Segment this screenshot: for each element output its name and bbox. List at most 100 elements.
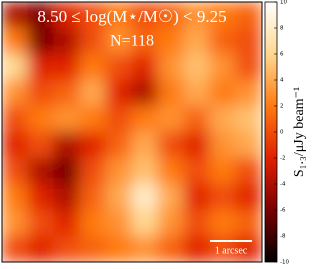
heat-cell (235, 105, 262, 133)
map (2, 2, 262, 262)
chart-title: 8.50 ≤ log(M⋆/M☉) < 9.25 (37, 7, 226, 26)
heat-cell (105, 27, 133, 55)
heat-cell (2, 131, 29, 159)
heat-cell (157, 183, 185, 211)
heat-cell (2, 209, 29, 237)
heat-cell (131, 157, 159, 185)
colorbar-tick-label: -8 (280, 234, 286, 240)
heat-cell (209, 53, 237, 81)
heat-cell (53, 183, 81, 211)
heat-cell (183, 2, 211, 29)
heat-cell (183, 79, 211, 107)
colorbar-label: S₁.₃/μJy beam⁻¹ (292, 87, 307, 177)
heat-cell (2, 53, 29, 81)
map-cells (2, 2, 262, 262)
heat-cell (157, 53, 185, 81)
heat-cell (131, 2, 159, 29)
heat-cell (209, 209, 237, 237)
heat-cell (27, 53, 55, 81)
heat-cell (235, 157, 262, 185)
heat-cell (79, 53, 107, 81)
heat-cell (53, 105, 81, 133)
heat-cell (53, 209, 81, 237)
heat-cell (105, 183, 133, 211)
heat-cell (105, 235, 133, 262)
colorbar-tick-label: 4 (280, 78, 284, 84)
heat-cell (79, 209, 107, 237)
heat-cell (235, 131, 262, 159)
heat-cell (183, 235, 211, 262)
colorbar-tick-label: -6 (280, 208, 286, 214)
heat-cell (183, 209, 211, 237)
heat-cell (157, 131, 185, 159)
heat-cell (79, 79, 107, 107)
heat-cell (2, 27, 29, 55)
heat-cell (53, 157, 81, 185)
heat-cell (157, 157, 185, 185)
heat-cell (53, 2, 81, 29)
colorbar-tick-label: 2 (280, 104, 284, 110)
colorbar-tick-label: -2 (280, 156, 285, 162)
heat-cell (53, 79, 81, 107)
heat-cell (105, 105, 133, 133)
heat-cell (131, 53, 159, 81)
heat-cell (2, 157, 29, 185)
heat-cell (79, 27, 107, 55)
heat-cell (27, 209, 55, 237)
heat-cell (131, 235, 159, 262)
heat-cell (209, 131, 237, 159)
heat-cell (27, 157, 55, 185)
heat-cell (235, 183, 262, 211)
heat-cell (105, 2, 133, 29)
heat-cell (209, 27, 237, 55)
heat-cell (27, 105, 55, 133)
heat-cell (131, 183, 159, 211)
heat-cell (2, 235, 29, 262)
heat-cell (209, 79, 237, 107)
heat-cell (2, 2, 29, 29)
colorbar-tick-label: -4 (280, 182, 286, 188)
heat-cell (27, 235, 55, 262)
heat-cell (235, 209, 262, 237)
heat-cell (157, 27, 185, 55)
heat-cell (105, 53, 133, 81)
heat-cell (157, 2, 185, 29)
heat-cell (157, 105, 185, 133)
heat-cell (27, 131, 55, 159)
heat-cell (27, 79, 55, 107)
heat-cell (105, 131, 133, 159)
heat-cell (209, 2, 237, 29)
heat-cell (131, 105, 159, 133)
heat-cell (209, 183, 237, 211)
heat-cell (183, 53, 211, 81)
heat-cell (79, 157, 107, 185)
heat-cell (79, 105, 107, 133)
heat-cell (235, 27, 262, 55)
heat-cell (105, 157, 133, 185)
heat-cell (27, 183, 55, 211)
heat-cell (53, 235, 81, 262)
heat-cell (53, 53, 81, 81)
colorbar-tick-label: 10 (280, 0, 287, 6)
heat-cell (27, 27, 55, 55)
colorbar-tick-label: 0 (280, 130, 284, 136)
chart-subtitle: N=118 (110, 33, 154, 50)
heat-cell (235, 79, 262, 107)
heat-cell (79, 235, 107, 262)
heat-cell (209, 105, 237, 133)
heat-cell (183, 27, 211, 55)
heat-cell (209, 157, 237, 185)
heat-cell (157, 79, 185, 107)
heat-cell (131, 79, 159, 107)
heat-cell (105, 79, 133, 107)
heat-cell (2, 183, 29, 211)
heat-cell (2, 105, 29, 133)
heat-cell (183, 105, 211, 133)
heat-cell (53, 131, 81, 159)
scale-bar-label: 1 arcsec (215, 245, 248, 256)
heat-cell (235, 53, 262, 81)
colorbar-tick-label: -10 (280, 260, 289, 266)
heat-cell (157, 209, 185, 237)
colorbar-tick-label: 8 (280, 26, 284, 32)
